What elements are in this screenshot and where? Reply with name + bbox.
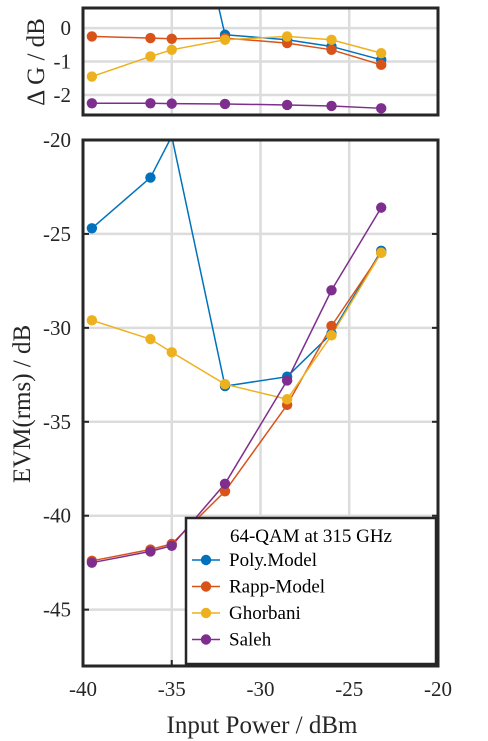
- top-line-poly-model: [224, 34, 382, 61]
- top-point-saleh: [376, 103, 387, 114]
- top-point-ghorbani: [281, 31, 293, 42]
- bottom-y-tick-label: -45: [43, 598, 71, 622]
- bottom-x-tick-label: -25: [335, 677, 363, 701]
- bottom-point-ghorbani: [145, 333, 156, 345]
- bottom-point-ghorbani: [326, 330, 337, 341]
- bottom-y-tick-label: -30: [43, 316, 71, 340]
- bottom-point-ghorbani: [219, 379, 231, 390]
- bottom-x-tick-label: -35: [158, 677, 186, 701]
- legend-label-saleh: Saleh: [229, 630, 272, 651]
- legend-title: 64-QAM at 315 GHz: [230, 526, 392, 547]
- bottom-point-rapp-model: [219, 486, 231, 497]
- top-point-ghorbani: [166, 44, 177, 55]
- bottom-y-axis-label: EVM(rms) / dB: [9, 325, 36, 483]
- x-axis-label: Input Power / dBm: [167, 712, 359, 739]
- bottom-point-ghorbani: [166, 347, 177, 358]
- top-point-saleh: [145, 98, 156, 109]
- legend-label-poly-model: Poly.Model: [229, 550, 317, 571]
- top-y-tick-label: -1: [54, 50, 72, 74]
- legend-marker-ghorbani: [200, 607, 212, 619]
- top-point-saleh: [166, 98, 177, 109]
- bottom-y-tick-label: -35: [43, 410, 71, 434]
- bottom-point-ghorbani: [376, 247, 387, 258]
- legend: 64-QAM at 315 GHz Poly.Model Rapp-Model Gh…: [184, 516, 438, 666]
- top-point-rapp-model: [376, 59, 387, 71]
- bottom-point-saleh: [326, 285, 337, 296]
- legend-box: [184, 516, 438, 666]
- top-point-rapp-model: [145, 32, 156, 44]
- bottom-point-saleh: [166, 540, 177, 551]
- top-point-saleh: [86, 98, 98, 109]
- bottom-point-ghorbani: [281, 394, 293, 405]
- top-series-markers: [86, 29, 387, 114]
- top-point-ghorbani: [326, 34, 337, 45]
- top-point-ghorbani: [86, 71, 98, 82]
- bottom-plot-frame: [81, 138, 440, 668]
- bottom-x-tick-label: -30: [247, 677, 275, 701]
- top-point-saleh: [326, 100, 337, 112]
- top-point-saleh: [281, 99, 293, 111]
- bottom-y-tick-label: -20: [43, 128, 71, 152]
- bottom-point-saleh: [219, 478, 231, 489]
- bottom-series-markers: [86, 140, 387, 568]
- bottom-point-saleh: [376, 202, 387, 213]
- bottom-y-tick-labels: -20 -25 -30 -35 -40 -45: [43, 128, 71, 622]
- legend-marker-saleh: [200, 634, 212, 645]
- bottom-y-tick-label: -40: [43, 504, 71, 528]
- bottom-point-saleh: [281, 375, 293, 386]
- top-point-ghorbani: [219, 34, 231, 45]
- top-plot-frame: [81, 6, 440, 117]
- bottom-point-rapp-model: [326, 320, 337, 332]
- legend-label-rapp-model: Rapp-Model: [229, 577, 325, 598]
- top-y-axis-label: Δ G / dB: [23, 18, 50, 106]
- top-y-tick-label: 0: [61, 16, 72, 40]
- delta-gain-panel: 0 -1 -2 Δ G / dB: [23, 6, 440, 117]
- bottom-x-tick-labels: -40 -35 -30 -25 -20: [69, 677, 452, 701]
- top-y-tick-labels: 0 -1 -2: [54, 16, 72, 107]
- top-point-rapp-model: [326, 44, 337, 55]
- bottom-point-ghorbani: [86, 315, 98, 326]
- bottom-point-poly-model: [145, 172, 156, 183]
- bottom-x-tick-label: -40: [69, 677, 97, 701]
- legend-items: Poly.Model Rapp-Model Ghorbani Saleh: [192, 550, 325, 651]
- top-point-saleh: [219, 98, 231, 110]
- top-point-ghorbani: [145, 51, 156, 62]
- bottom-point-saleh: [145, 546, 156, 557]
- bottom-point-saleh: [86, 557, 98, 568]
- bottom-point-poly-model: [86, 223, 98, 234]
- bottom-y-tick-label: -25: [43, 222, 71, 246]
- top-point-rapp-model: [166, 33, 177, 44]
- top-y-tick-label: -2: [54, 83, 72, 107]
- legend-marker-rapp-model: [200, 581, 212, 592]
- top-point-ghorbani: [376, 47, 387, 59]
- bottom-x-tick-label: -20: [424, 677, 452, 701]
- legend-label-ghorbani: Ghorbani: [229, 603, 301, 624]
- legend-marker-poly-model: [200, 554, 212, 566]
- evm-panel: -20 -25 -30 -35 -40 -45 -40 -35 -30 -25 -20 EVM(r…: [9, 128, 452, 739]
- top-point-rapp-model: [86, 31, 98, 42]
